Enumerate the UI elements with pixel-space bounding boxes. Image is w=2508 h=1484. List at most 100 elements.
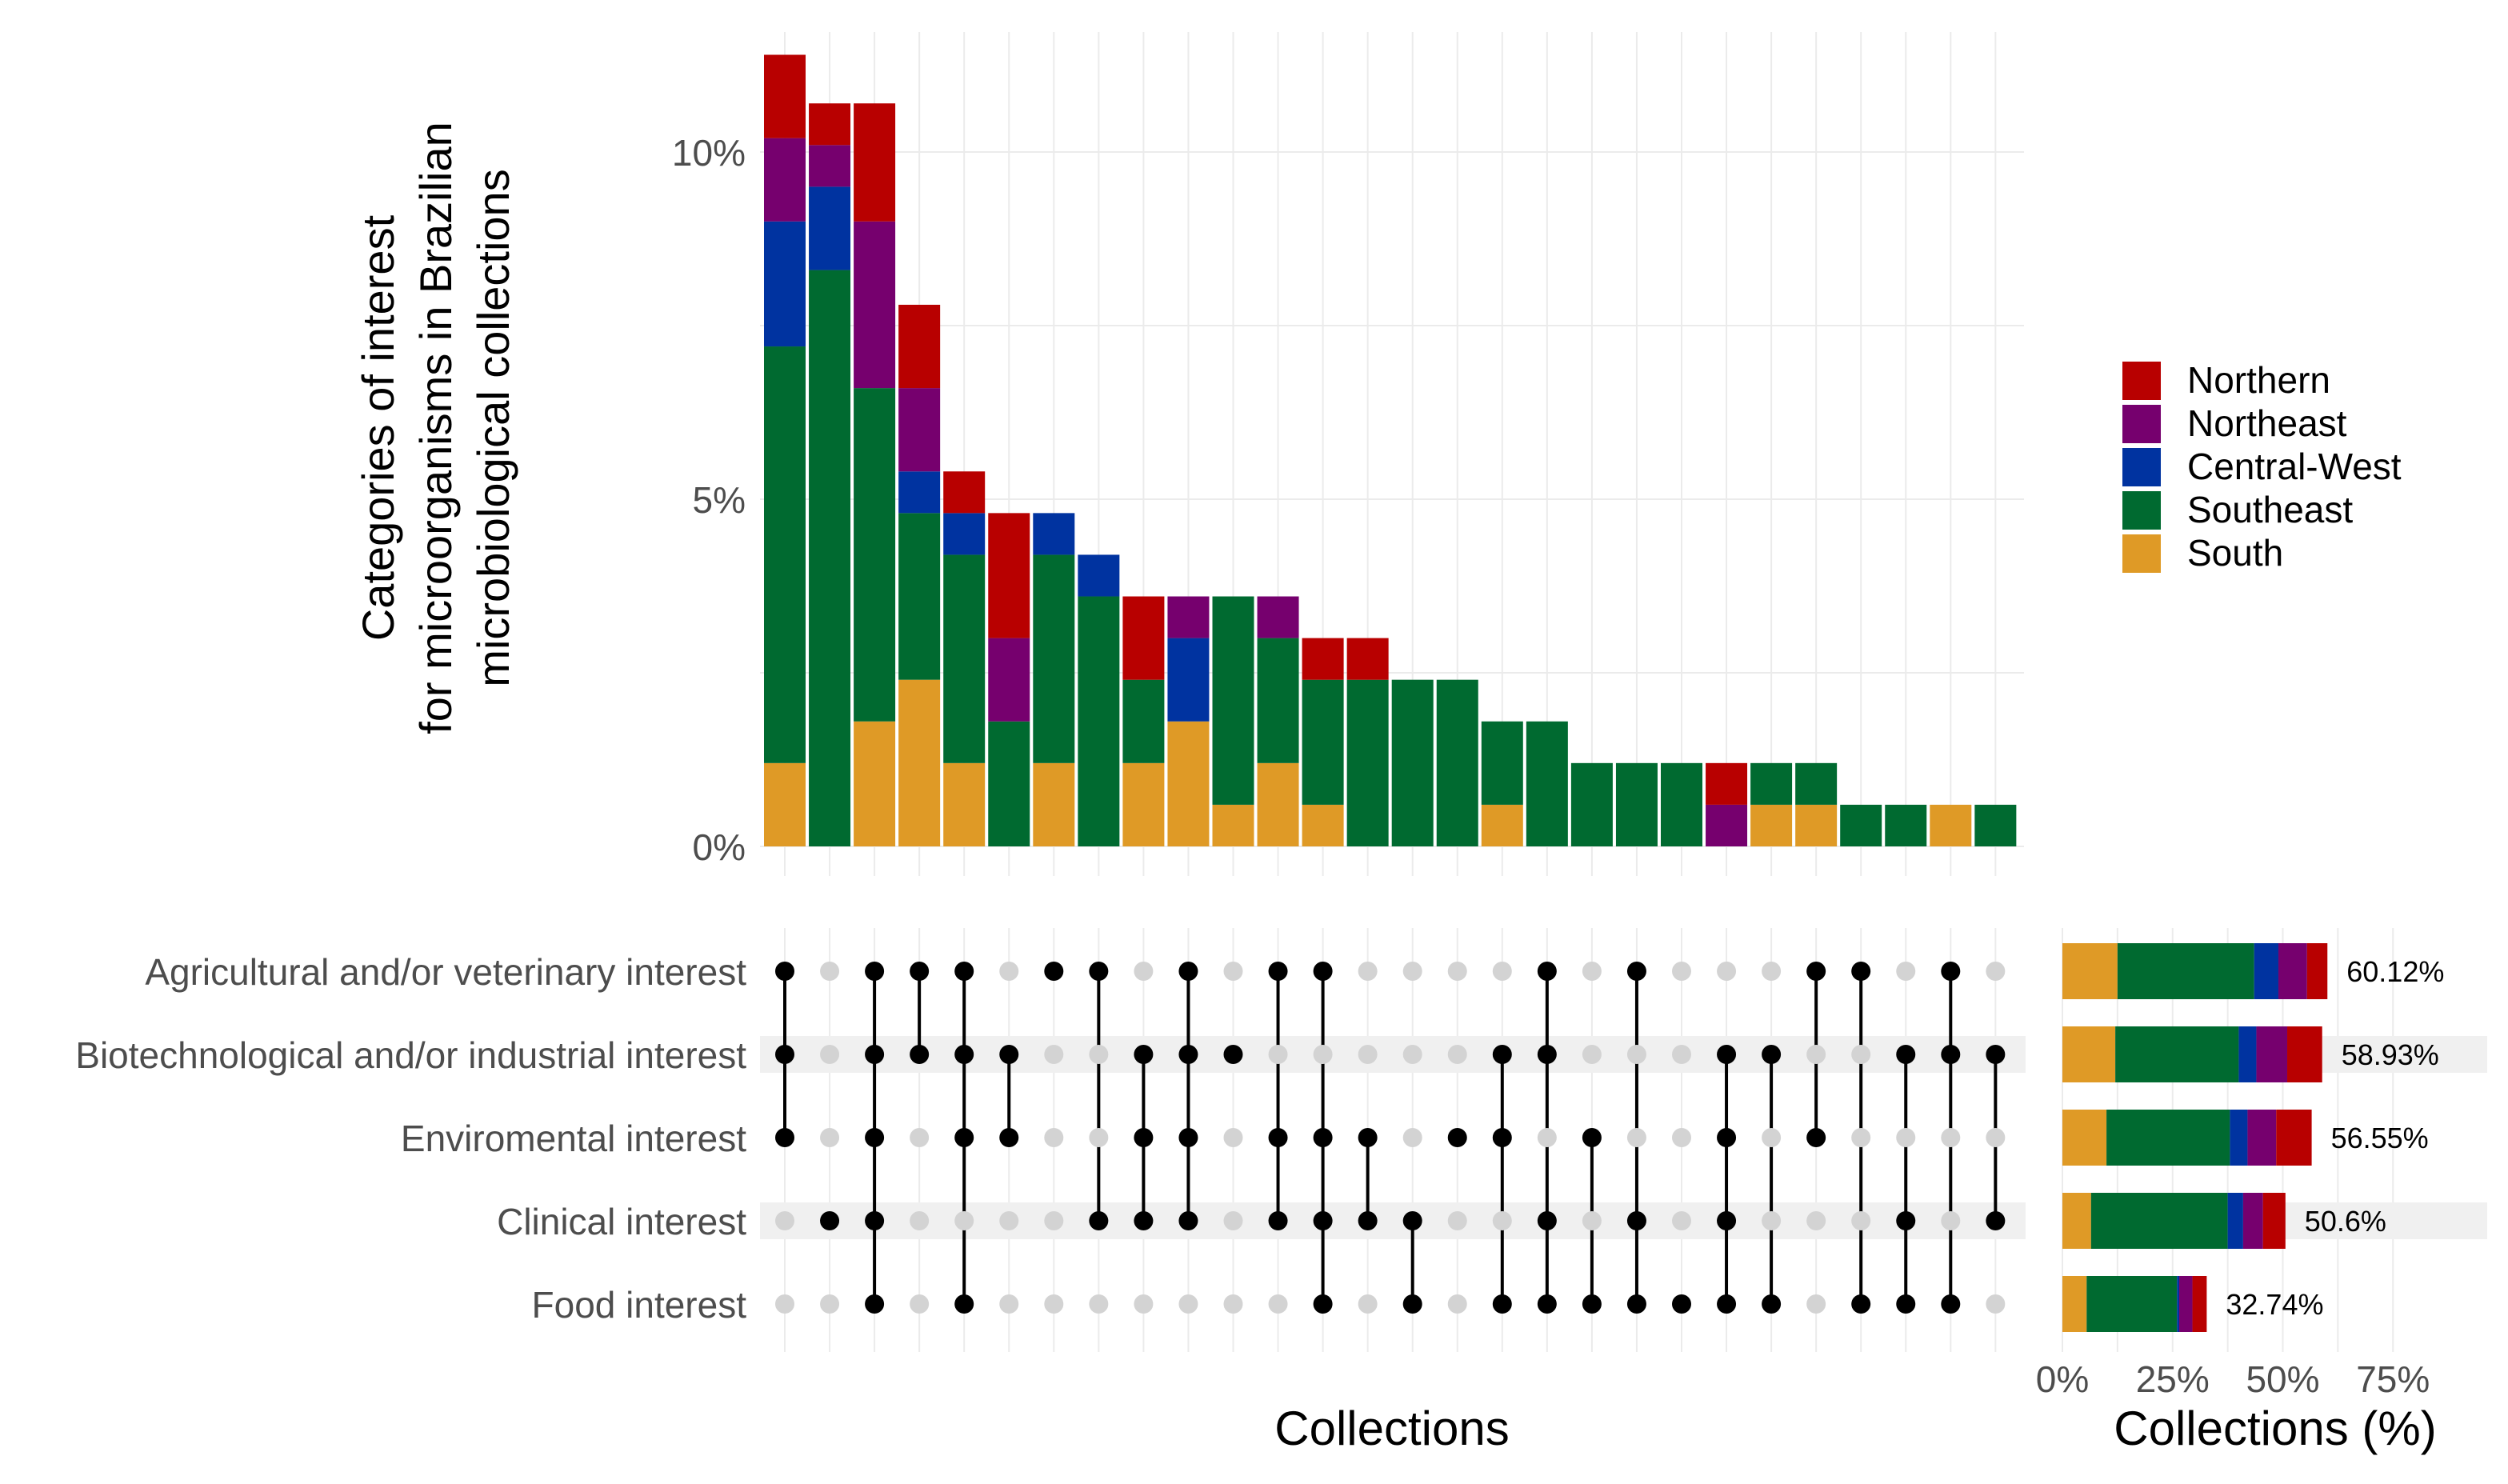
matrix-dot-filled [954,1128,974,1147]
matrix-dot-filled [1537,1294,1557,1314]
legend-label: Central-West [2187,446,2402,487]
bar-segment-northern [1302,638,1344,680]
bar-segment-northeast [1167,596,1210,638]
matrix-dot-filled [1268,1128,1288,1147]
matrix-dot-filled [1537,962,1557,981]
matrix-dot-empty [820,1128,840,1147]
matrix-dot-empty [1223,1294,1243,1314]
matrix-dot-filled [999,1045,1019,1064]
x-axis-title: Collections [1274,1402,1509,1455]
matrix-dot-filled [1402,1294,1422,1314]
matrix-dot-filled [954,962,974,981]
size-segment-southeast [2117,943,2254,999]
matrix-dot-empty [1672,962,1691,981]
legend-key-southeast [2122,491,2161,530]
matrix-dot-filled [1941,1045,1961,1064]
matrix-dot-filled [1896,1211,1916,1230]
matrix-dot-empty [1582,1045,1602,1064]
bar-segment-southeast [1346,679,1389,846]
matrix-dot-empty [1044,1045,1064,1064]
matrix-dot-empty [1044,1294,1064,1314]
size-segment-central-west [2254,943,2278,999]
matrix-dot-filled [865,1294,885,1314]
matrix-dot-empty [1447,962,1467,981]
bar-segment-northern [1346,638,1389,680]
matrix-dot-empty [1986,1294,2006,1314]
matrix-dot-filled [1402,1211,1422,1230]
matrix-dot-filled [1492,1294,1512,1314]
bar-segment-northeast [764,138,806,222]
y-axis-title-line-2: for microorganisms in Brazilian [410,122,461,734]
matrix-dot-filled [1268,962,1288,981]
matrix-dot-empty [1672,1128,1691,1147]
matrix-dot-empty [1941,1128,1961,1147]
matrix-dot-filled [1313,1211,1333,1230]
bar-segment-southeast [1257,638,1299,763]
bar-segment-northeast [988,638,1030,722]
matrix-dot-empty [1851,1128,1871,1147]
bar-segment-south [1481,804,1523,846]
bar-segment-northern [854,103,896,222]
matrix-dot-filled [1806,1128,1826,1147]
matrix-dot-empty [1672,1211,1691,1230]
bar-segment-northern [898,304,941,389]
size-segment-southeast [2086,1276,2178,1332]
matrix-dot-empty [1851,1211,1871,1230]
matrix-dot-filled [1537,1045,1557,1064]
bar-segment-southeast [1615,762,1658,846]
bar-segment-southeast [1974,804,2017,846]
matrix-row-band [760,1202,2026,1239]
matrix-dot-empty [1717,962,1737,981]
size-segment-northeast [2179,1276,2193,1332]
bar-segment-northeast [898,388,941,472]
matrix-dot-filled [1089,962,1109,981]
y-axis-title-line-1: Categories of interest [353,214,403,641]
bar-segment-southeast [1661,762,1702,846]
matrix-row-band [760,1036,2026,1073]
bar-segment-southeast [1481,721,1523,805]
size-value-label: 56.55% [2331,1122,2429,1154]
y-axis-ticks: 0% 5% 10% [672,132,746,868]
bar-segment-south [1750,804,1793,846]
matrix-dot-filled [1178,962,1198,981]
matrix-dot-filled [1672,1294,1691,1314]
size-segment-northeast [2256,1026,2288,1082]
set-size-bars: 60.12% 58.93% 56.55% 50.6% 32.74% [2062,943,2444,1332]
size-segment-south [2062,1193,2091,1249]
size-segment-south [2062,1026,2116,1082]
matrix-dot-empty [1492,1211,1512,1230]
bar-segment-central-west [943,513,986,555]
matrix-dot-filled [1492,1045,1512,1064]
size-x-tick-label: 75% [2356,1358,2430,1400]
matrix-dot-filled [1178,1045,1198,1064]
matrix-dot-empty [1492,962,1512,981]
bar-segment-central-west [809,186,851,270]
bar-segment-northern [1122,596,1165,680]
matrix-dot-filled [1806,962,1826,981]
matrix-dot-filled [1268,1211,1288,1230]
matrix-dot-filled [1851,1294,1871,1314]
bar-segment-northeast [809,145,851,187]
bar-segment-southeast [809,270,851,846]
matrix-dot-empty [1358,1045,1378,1064]
bar-segment-central-west [1167,638,1210,722]
matrix-dot-empty [1402,1128,1422,1147]
size-segment-central-west [2227,1193,2243,1249]
legend-label: Southeast [2187,489,2353,530]
matrix-dot-empty [1896,962,1916,981]
matrix-dot-filled [910,962,930,981]
matrix-dot-empty [1806,1211,1826,1230]
matrix-dot-empty [1089,1128,1109,1147]
bar-segment-southeast [1436,679,1478,846]
matrix-dot-empty [775,1211,794,1230]
matrix-dot-filled [1223,1045,1243,1064]
matrix-dot-empty [954,1211,974,1230]
bar-segment-northern [809,103,851,146]
size-segment-central-west [2238,1026,2257,1082]
matrix-dot-empty [820,1045,840,1064]
matrix-dot-empty [1806,1045,1826,1064]
size-value-label: 58.93% [2342,1038,2439,1071]
size-x-tick-label: 50% [2246,1358,2319,1400]
size-segment-south [2062,1110,2107,1166]
set-size-x-ticks: 0% 25% 50% 75% [2036,1358,2430,1400]
